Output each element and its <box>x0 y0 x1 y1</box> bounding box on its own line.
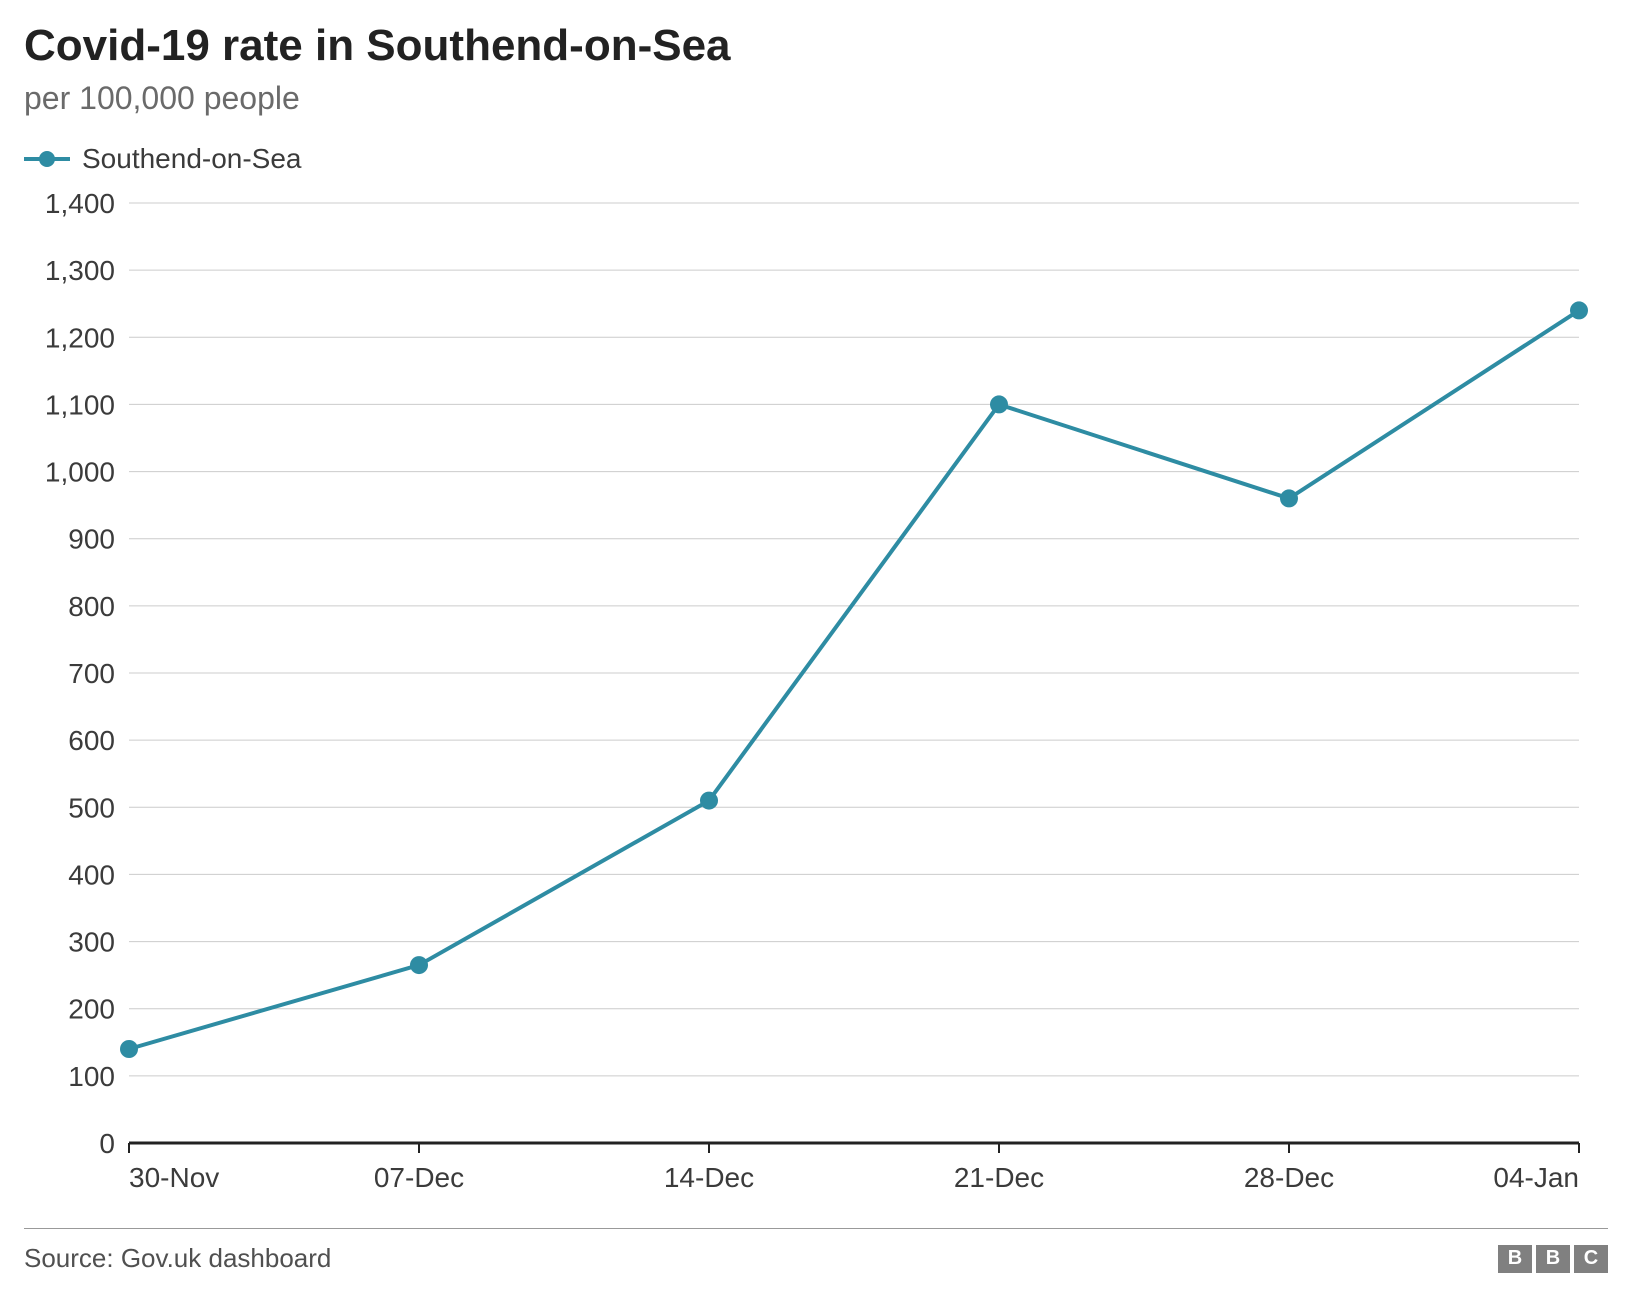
y-tick-label: 700 <box>68 658 115 689</box>
data-point <box>120 1040 138 1058</box>
x-tick-label: 30-Nov <box>129 1162 219 1193</box>
source-text: Source: Gov.uk dashboard <box>24 1243 331 1274</box>
x-tick-label: 21-Dec <box>954 1162 1044 1193</box>
data-point <box>700 792 718 810</box>
y-tick-label: 1,300 <box>45 255 115 286</box>
bbc-b1: B <box>1498 1245 1532 1273</box>
data-point <box>990 396 1008 414</box>
data-point <box>1280 490 1298 508</box>
legend-marker-icon <box>24 149 70 169</box>
footer: Source: Gov.uk dashboard B B C <box>24 1228 1608 1274</box>
chart-title: Covid-19 rate in Southend-on-Sea <box>24 20 1608 73</box>
y-tick-label: 0 <box>99 1128 115 1159</box>
chart-container: Covid-19 rate in Southend-on-Sea per 100… <box>0 0 1632 1302</box>
x-tick-label: 04-Jan <box>1493 1162 1579 1193</box>
y-tick-label: 800 <box>68 591 115 622</box>
y-tick-label: 1,100 <box>45 390 115 421</box>
y-tick-label: 1,000 <box>45 457 115 488</box>
y-tick-label: 900 <box>68 524 115 555</box>
x-tick-label: 14-Dec <box>664 1162 754 1193</box>
y-tick-label: 400 <box>68 860 115 891</box>
y-tick-label: 500 <box>68 792 115 823</box>
x-tick-label: 28-Dec <box>1244 1162 1334 1193</box>
data-point <box>410 956 428 974</box>
bbc-logo-icon: B B C <box>1498 1245 1608 1273</box>
bbc-c: C <box>1574 1245 1608 1273</box>
y-tick-label: 1,400 <box>45 193 115 219</box>
y-tick-label: 200 <box>68 994 115 1025</box>
series-line <box>129 311 1579 1050</box>
data-point <box>1570 302 1588 320</box>
chart-plot: 0 100 200 300 400 500 600 700 800 900 1,000 1,100 1,… <box>24 193 1608 1203</box>
y-tick-label: 100 <box>68 1061 115 1092</box>
chart-svg: 0 100 200 300 400 500 600 700 800 900 1,000 1,100 1,… <box>24 193 1608 1203</box>
y-tick-label: 600 <box>68 725 115 756</box>
x-tick-label: 07-Dec <box>374 1162 464 1193</box>
chart-subtitle: per 100,000 people <box>24 79 1608 117</box>
legend: Southend-on-Sea <box>24 143 1608 175</box>
legend-label: Southend-on-Sea <box>82 143 302 175</box>
y-tick-label: 1,200 <box>45 322 115 353</box>
bbc-b2: B <box>1536 1245 1570 1273</box>
y-tick-label: 300 <box>68 927 115 958</box>
